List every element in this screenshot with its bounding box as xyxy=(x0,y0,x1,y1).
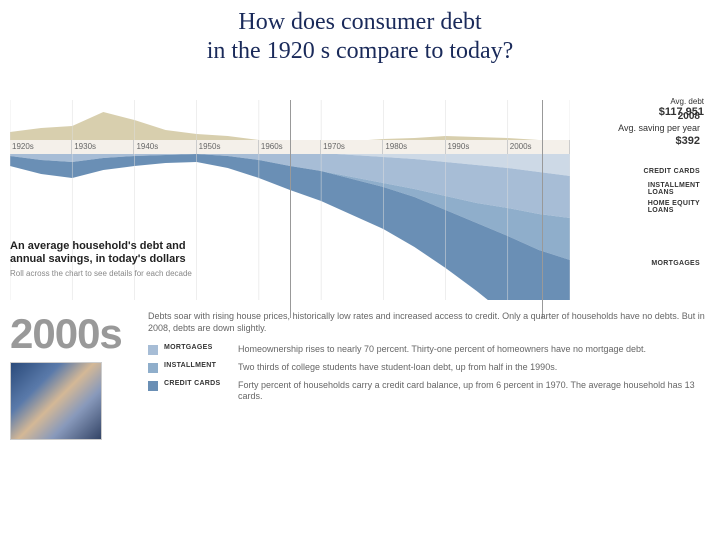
swatch-icon xyxy=(148,363,158,373)
detail-right: Debts soar with rising house prices, his… xyxy=(140,310,710,440)
decade-cell[interactable]: 1930s xyxy=(72,140,134,154)
caption-sub: Roll across the chart to see details for… xyxy=(10,269,220,278)
swatch-icon xyxy=(148,381,158,391)
decade-cell[interactable]: 1980s xyxy=(383,140,445,154)
title-line-2: in the 1920 s compare to today? xyxy=(0,37,720,66)
detail-row-label: INSTALLMENT xyxy=(164,362,238,374)
decade-cell[interactable]: 1940s xyxy=(134,140,196,154)
decade-large-label: 2000s xyxy=(10,310,140,358)
detail-rows: MORTGAGESHomeownership rises to nearly 7… xyxy=(148,344,710,403)
label-mortgages: MORTGAGES xyxy=(651,260,700,267)
decade-cell[interactable]: 1990s xyxy=(446,140,508,154)
detail-row: INSTALLMENTTwo thirds of college student… xyxy=(148,362,710,374)
decade-cell[interactable]: 1950s xyxy=(197,140,259,154)
label-installment: INSTALLMENTLOANS xyxy=(648,182,700,197)
detail-intro: Debts soar with rising house prices, his… xyxy=(148,310,710,334)
avg-debt-label: Avg. debt xyxy=(670,97,704,106)
decade-cell[interactable]: 2000s xyxy=(508,140,570,154)
detail-row: MORTGAGESHomeownership rises to nearly 7… xyxy=(148,344,710,356)
label-home-equity: HOME EQUITYLOANS xyxy=(648,200,700,215)
detail-row: CREDIT CARDSForty percent of households … xyxy=(148,380,710,403)
decade-detail: 2000s Debts soar with rising house price… xyxy=(10,310,710,440)
chart-caption: An average household's debt and annual s… xyxy=(10,240,220,278)
detail-left: 2000s xyxy=(10,310,140,440)
callout-savings-value: $392 xyxy=(618,134,700,148)
callout-line xyxy=(542,100,543,318)
avg-debt-callout: Avg. debt $117,951 xyxy=(659,97,704,118)
detail-row-text: Two thirds of college students have stud… xyxy=(238,362,557,374)
detail-row-label: CREDIT CARDS xyxy=(164,380,238,403)
decade-thumbnail-image xyxy=(10,362,102,440)
page-title: How does consumer debt in the 1920 s com… xyxy=(0,0,720,70)
decade-cell[interactable]: 1920s xyxy=(10,140,72,154)
avg-debt-value: $117,951 xyxy=(659,106,704,118)
caption-headline: An average household's debt and annual s… xyxy=(10,240,220,266)
detail-row-label: MORTGAGES xyxy=(164,344,238,356)
callout-savings-label: Avg. saving per year xyxy=(618,123,700,135)
label-credit-cards: CREDIT CARDS xyxy=(644,168,701,175)
callout-line xyxy=(290,100,291,318)
swatch-icon xyxy=(148,345,158,355)
detail-row-text: Homeownership rises to nearly 70 percent… xyxy=(238,344,646,356)
title-line-1: How does consumer debt xyxy=(0,8,720,37)
decade-cell[interactable]: 1970s xyxy=(321,140,383,154)
detail-row-text: Forty percent of households carry a cred… xyxy=(238,380,710,403)
